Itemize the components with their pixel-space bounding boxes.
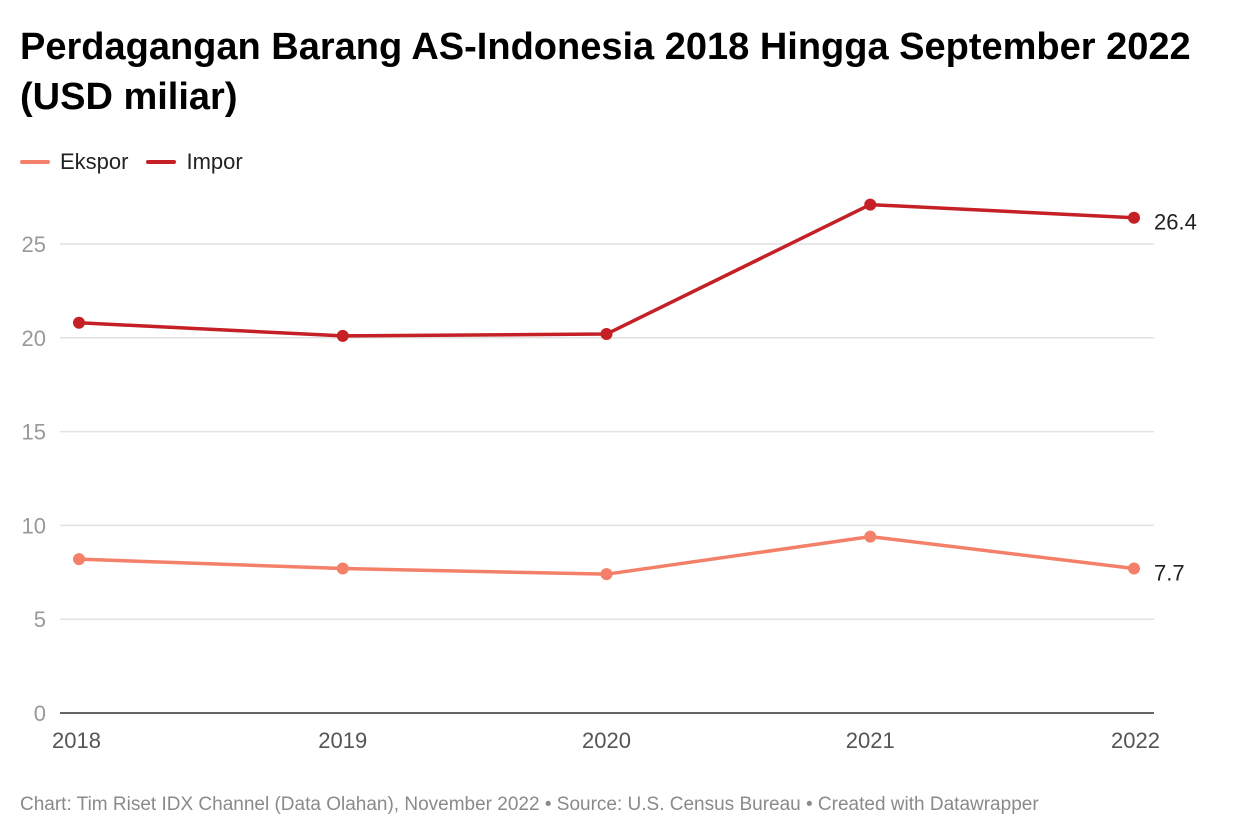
legend-label-ekspor: Ekspor [60, 149, 129, 174]
point-ekspor-2019 [336, 562, 349, 575]
point-impor-2022 [1128, 211, 1140, 224]
line-chart: 0 5 10 15 20 25 2018 2019 2020 2021 2022 7.7 26.4 [22, 198, 1197, 753]
series-layer [73, 198, 1140, 581]
chart-title: Perdagangan Barang AS-Indonesia 2018 Hin… [20, 26, 1191, 118]
point-impor-2018 [73, 316, 85, 329]
end-label-impor: 26.4 [1154, 210, 1197, 235]
point-ekspor-2022 [1128, 562, 1140, 575]
chart-footer: Chart: Tim Riset IDX Channel (Data Olaha… [20, 794, 1039, 815]
end-label-ekspor: 7.7 [1154, 561, 1185, 586]
legend-item-impor: Impor [146, 149, 243, 175]
legend-swatch-impor [146, 160, 177, 164]
line-impor [77, 202, 1136, 338]
point-impor-2020 [600, 328, 613, 341]
axis-layer: 0 5 10 15 20 25 2018 2019 2020 2021 2022 [22, 232, 1160, 753]
y-tick-label-10: 10 [22, 513, 46, 538]
y-tick-label-20: 20 [22, 326, 46, 351]
point-ekspor-2020 [600, 568, 613, 581]
legend-item-ekspor: Ekspor [20, 149, 128, 175]
series-impor [73, 198, 1140, 342]
series-ekspor [73, 530, 1140, 581]
x-tick-label-2018: 2018 [52, 728, 101, 753]
point-impor-2021 [864, 198, 877, 211]
label-layer: 7.7 26.4 [1154, 210, 1197, 586]
point-impor-2019 [336, 329, 349, 342]
x-tick-label-2020: 2020 [582, 728, 631, 753]
legend: Ekspor Impor [20, 148, 261, 176]
y-tick-label-25: 25 [22, 232, 46, 257]
x-tick-label-2022: 2022 [1111, 728, 1160, 753]
legend-label-impor: Impor [186, 149, 243, 174]
point-ekspor-2018 [73, 553, 85, 566]
point-ekspor-2021 [864, 530, 877, 543]
y-tick-label-15: 15 [22, 420, 46, 445]
x-tick-label-2019: 2019 [318, 728, 367, 753]
x-tick-label-2021: 2021 [846, 728, 895, 753]
y-tick-label-0: 0 [34, 701, 46, 726]
y-tick-label-5: 5 [34, 607, 46, 632]
legend-swatch-ekspor [20, 160, 50, 164]
